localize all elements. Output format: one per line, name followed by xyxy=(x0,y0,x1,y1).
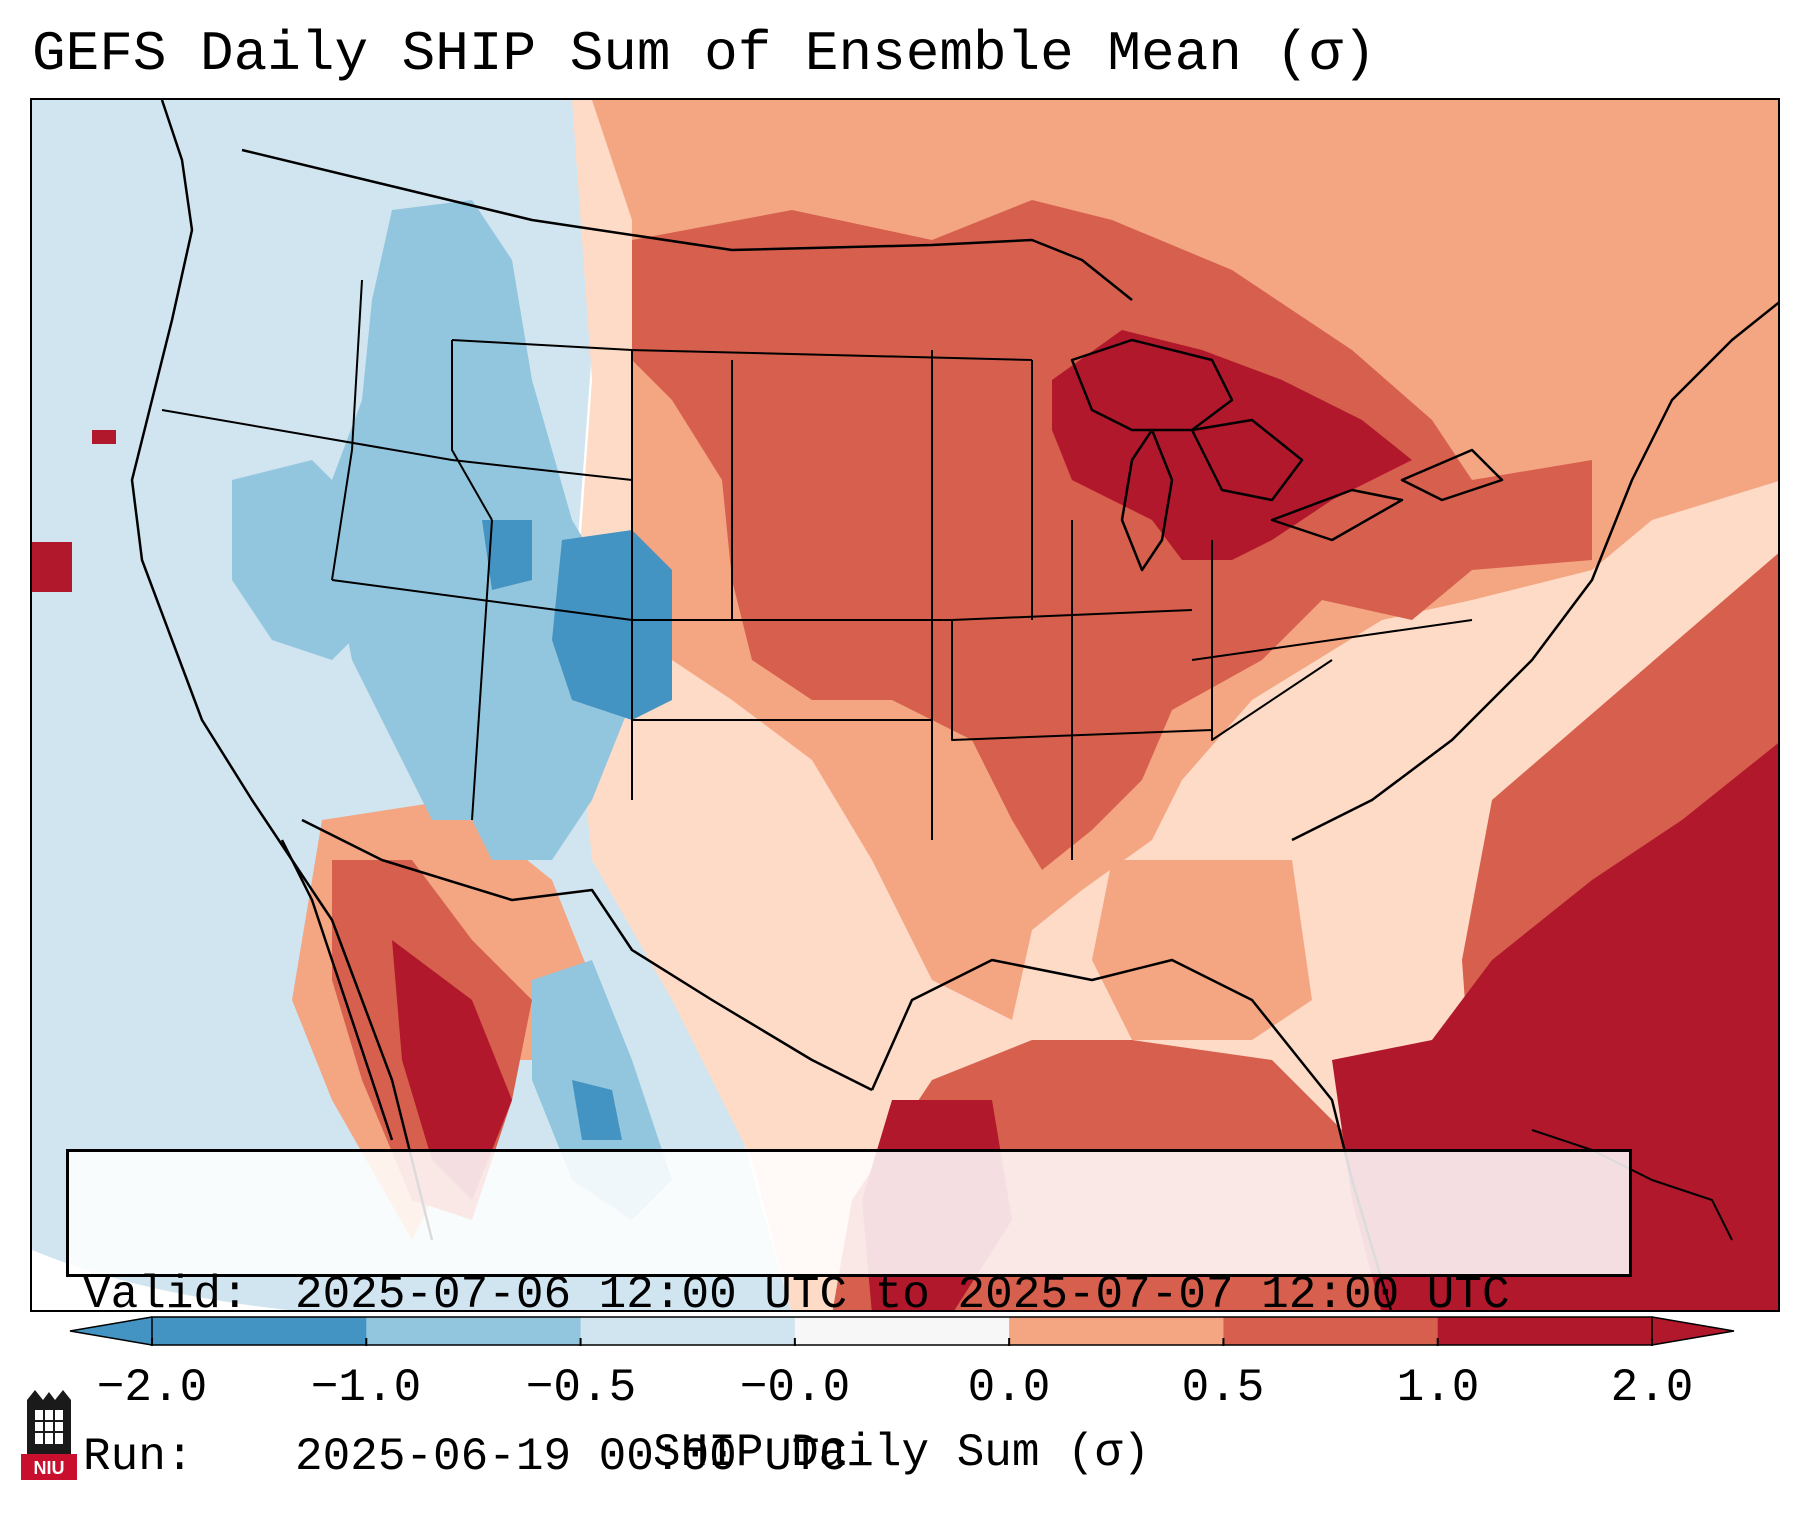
great-lakes-outline xyxy=(1070,338,1504,572)
colorbar-segments xyxy=(70,1317,1734,1345)
colorbar-extend-left xyxy=(69,1316,153,1346)
state-lines xyxy=(161,279,1473,860)
run-value: 2025-06-19 00:00 UTC xyxy=(295,1431,848,1483)
map-svg xyxy=(32,100,1778,1310)
colorbar-segment xyxy=(1437,1317,1653,1345)
field-colorado-min xyxy=(552,530,672,720)
coastline-cuba xyxy=(1531,1129,1733,1241)
tick-label: −0.0 xyxy=(739,1362,851,1414)
colorbar-segment xyxy=(580,1317,796,1345)
run-label: Run: xyxy=(83,1431,194,1483)
logo-text: NIU xyxy=(34,1458,65,1478)
info-box: Valid: 2025-07-06 12:00 UTC to 2025-07-0… xyxy=(66,1149,1632,1483)
field-mexico-min xyxy=(572,1080,622,1140)
tick-label: 0.0 xyxy=(967,1362,1051,1414)
coastline-baja xyxy=(280,839,394,1141)
run-row: Run: 2025-06-19 00:00 UTC xyxy=(83,1430,1629,1484)
colorbar xyxy=(69,1316,1735,1346)
field-pacific-max-b xyxy=(92,430,116,444)
field-pacific-max-a xyxy=(32,542,72,592)
chart-title: GEFS Daily SHIP Sum of Ensemble Mean (σ) xyxy=(32,22,1377,86)
tick-label: −2.0 xyxy=(96,1362,208,1414)
tick-label: 1.0 xyxy=(1396,1362,1480,1414)
tick-label: 0.5 xyxy=(1181,1362,1265,1414)
logo-banner xyxy=(21,1454,77,1480)
border-canada xyxy=(241,148,1133,301)
field-utah-min xyxy=(482,520,532,590)
colorbar-segment xyxy=(152,1317,367,1345)
colorbar-label: SHIP Daily Sum (σ) xyxy=(653,1427,1150,1479)
coastline-east xyxy=(1291,301,1778,842)
field-southeast-positive xyxy=(1092,860,1312,1040)
border-mexico xyxy=(301,818,873,1092)
field-mexico-max xyxy=(392,940,512,1200)
colorbar-extend-left-fill xyxy=(70,1317,152,1345)
niu-logo-icon: NIU xyxy=(21,1390,77,1480)
coastline-west xyxy=(130,100,434,1241)
colorbar-segment xyxy=(1009,1317,1224,1345)
valid-value: 2025-07-06 12:00 UTC to 2025-07-07 12:00… xyxy=(295,1269,1510,1321)
colorbar-segment xyxy=(1223,1317,1439,1345)
colorbar-ticks xyxy=(151,1338,1653,1346)
colorbar-segment xyxy=(366,1317,582,1345)
field-nv-below xyxy=(232,460,372,660)
colorbar-extend-right xyxy=(1651,1316,1735,1346)
colorbar-segment xyxy=(794,1317,1010,1345)
field-west-below xyxy=(332,200,632,860)
valid-row: Valid: 2025-07-06 12:00 UTC to 2025-07-0… xyxy=(83,1268,1629,1322)
tick-label: 2.0 xyxy=(1610,1362,1694,1414)
field-above-normal xyxy=(632,200,1592,870)
valid-label: Valid: xyxy=(83,1269,249,1321)
map-panel xyxy=(30,98,1780,1312)
tick-label: −1.0 xyxy=(310,1362,422,1414)
colorbar-extend-right-fill xyxy=(1652,1317,1734,1345)
borders-layer xyxy=(130,100,1778,1310)
colorbar-outline xyxy=(151,1316,1653,1346)
tick-label: −0.5 xyxy=(525,1362,637,1414)
